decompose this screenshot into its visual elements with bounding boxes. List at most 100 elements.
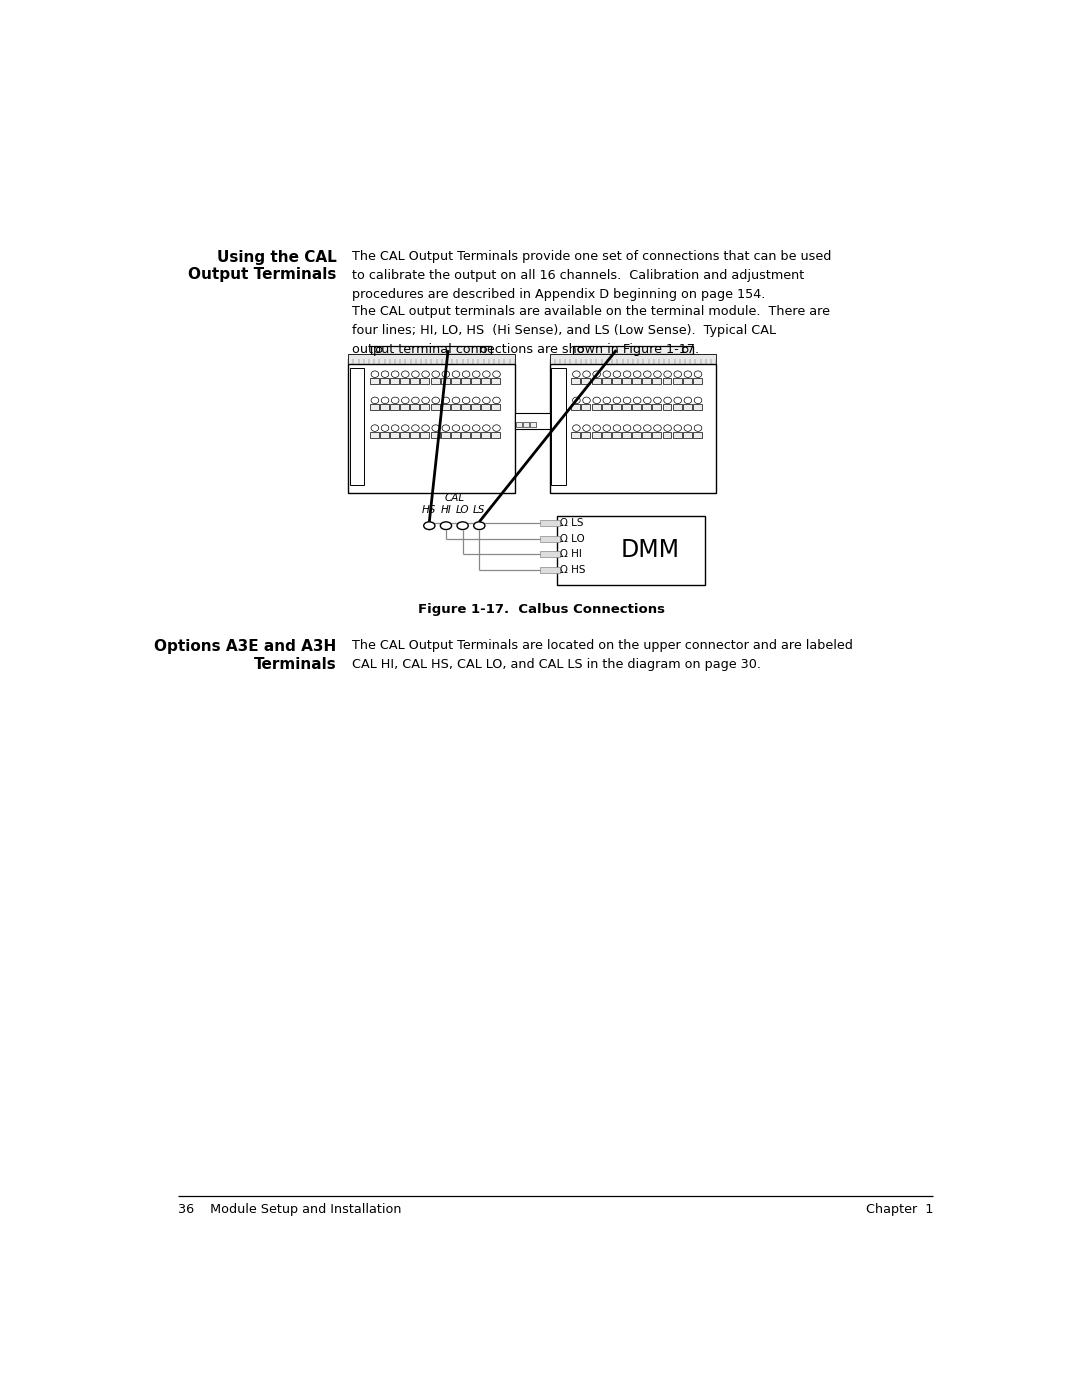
Bar [369, 432, 379, 437]
Bar [673, 432, 681, 437]
Bar [491, 404, 500, 411]
Bar [643, 379, 651, 384]
Bar [612, 432, 621, 437]
Bar [390, 404, 399, 411]
Bar [612, 379, 621, 384]
Bar [673, 379, 681, 384]
Bar [683, 379, 691, 384]
Ellipse shape [441, 522, 451, 529]
Text: Options A3E and A3H: Options A3E and A3H [154, 638, 337, 654]
Bar [491, 379, 500, 384]
Text: HS: HS [422, 504, 436, 515]
Text: Figure 1-17.  Calbus Connections: Figure 1-17. Calbus Connections [418, 602, 665, 616]
Bar [524, 422, 529, 427]
Bar [461, 379, 470, 384]
Bar [482, 379, 490, 384]
Bar [401, 379, 409, 384]
Bar [551, 367, 566, 485]
Bar [441, 379, 449, 384]
Text: Output Terminals: Output Terminals [188, 267, 337, 282]
Bar [643, 404, 651, 411]
Bar [451, 379, 460, 384]
Bar [592, 404, 600, 411]
Text: The CAL Output Terminals are located on the upper connector and are labeled
CAL : The CAL Output Terminals are located on … [352, 638, 853, 671]
Bar [693, 379, 702, 384]
Text: Ω LO: Ω LO [561, 534, 585, 543]
Bar [380, 432, 389, 437]
Ellipse shape [474, 522, 485, 529]
Text: Ω HI: Ω HI [561, 549, 582, 559]
Bar [581, 432, 591, 437]
Bar [431, 404, 440, 411]
Bar [571, 379, 580, 384]
Bar [441, 432, 449, 437]
Bar [602, 404, 610, 411]
Bar [683, 404, 691, 411]
Bar [557, 515, 704, 585]
Bar [482, 432, 490, 437]
Bar [592, 432, 600, 437]
Text: LO: LO [456, 504, 470, 515]
Bar [550, 353, 716, 365]
Bar [581, 379, 591, 384]
Bar [390, 379, 399, 384]
Text: The CAL Output Terminals provide one set of connections that can be used
to cali: The CAL Output Terminals provide one set… [352, 250, 832, 300]
Bar [401, 432, 409, 437]
Bar [662, 432, 672, 437]
Bar [622, 379, 631, 384]
Bar [420, 379, 430, 384]
Bar [662, 404, 672, 411]
Text: LS: LS [473, 504, 486, 515]
Text: DMM: DMM [621, 538, 679, 563]
Bar [348, 353, 515, 365]
Bar [420, 432, 430, 437]
Text: HI: HI [441, 504, 451, 515]
Bar [441, 404, 449, 411]
Text: CAL: CAL [444, 493, 464, 503]
Bar [571, 432, 580, 437]
Bar [420, 404, 430, 411]
Bar [380, 404, 389, 411]
Bar [612, 404, 621, 411]
Bar [693, 432, 702, 437]
Bar [592, 379, 600, 384]
Text: Ω HS: Ω HS [561, 564, 586, 574]
Bar [622, 404, 631, 411]
Bar [602, 432, 610, 437]
Bar [390, 432, 399, 437]
Bar [632, 404, 642, 411]
Bar [540, 536, 559, 542]
Bar [369, 379, 379, 384]
Bar [652, 432, 661, 437]
Bar [573, 345, 693, 353]
Bar [348, 365, 515, 493]
Bar [401, 404, 409, 411]
Bar [632, 379, 642, 384]
Bar [451, 432, 460, 437]
Text: Chapter  1: Chapter 1 [866, 1203, 933, 1217]
Bar [632, 432, 642, 437]
Bar [471, 432, 481, 437]
Bar [643, 432, 651, 437]
Bar [410, 432, 419, 437]
Bar [380, 379, 389, 384]
Bar [571, 404, 580, 411]
Ellipse shape [423, 522, 435, 529]
Bar [530, 422, 536, 427]
Bar [652, 379, 661, 384]
Bar [516, 422, 522, 427]
Text: Ω LS: Ω LS [561, 518, 584, 528]
Bar [622, 432, 631, 437]
Bar [350, 367, 364, 485]
Ellipse shape [457, 522, 469, 529]
Text: 36    Module Setup and Installation: 36 Module Setup and Installation [177, 1203, 401, 1217]
Bar [550, 365, 716, 493]
Bar [540, 552, 559, 557]
Bar [515, 412, 550, 429]
Bar [673, 404, 681, 411]
Bar [471, 404, 481, 411]
Bar [410, 379, 419, 384]
Bar [372, 345, 491, 353]
Bar [369, 404, 379, 411]
Bar [461, 404, 470, 411]
